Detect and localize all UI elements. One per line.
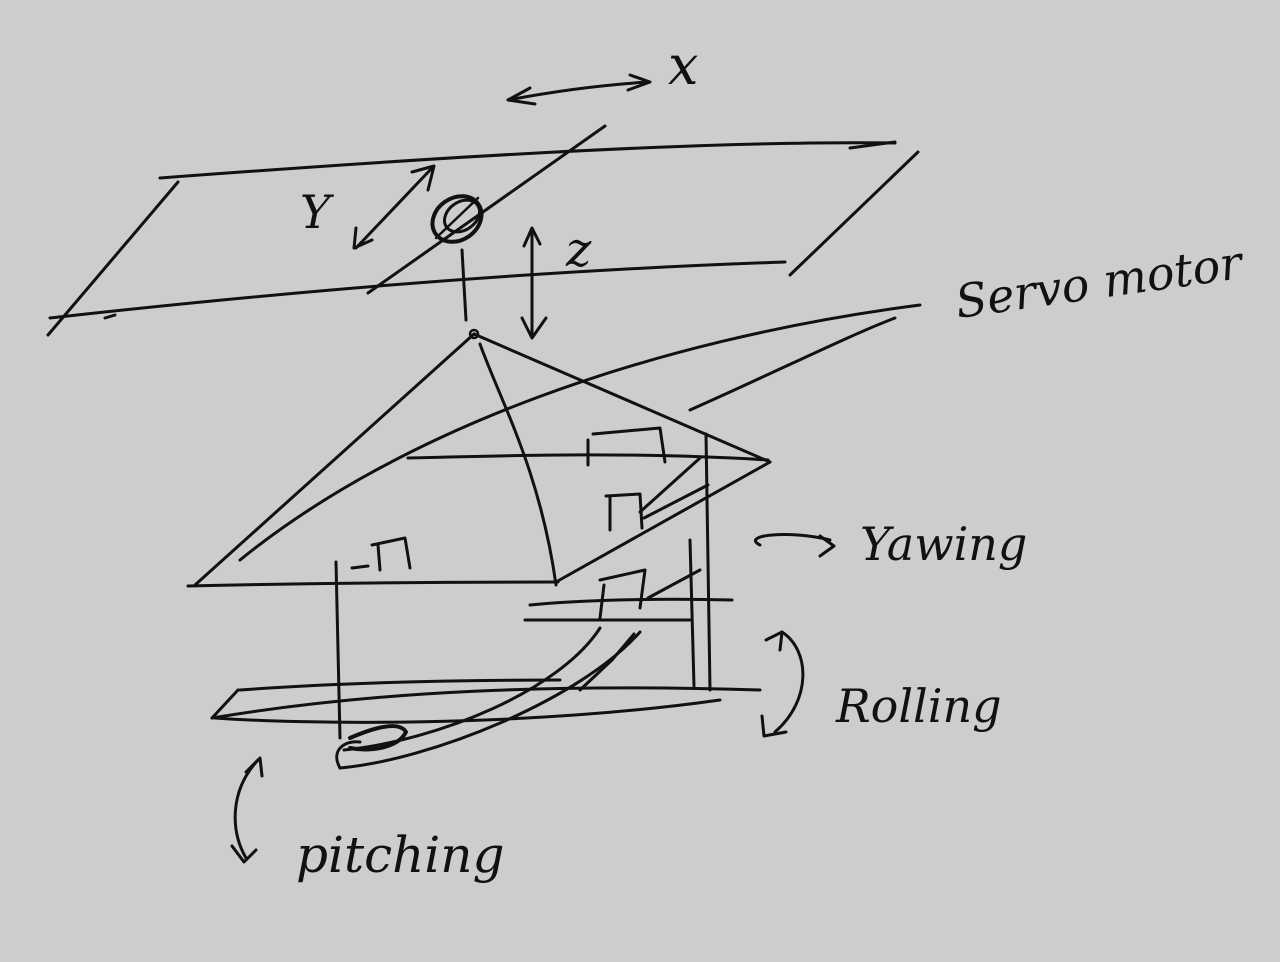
pitch-arrow	[230, 756, 264, 864]
z-label: z	[565, 222, 592, 278]
roll-assembly	[523, 568, 734, 622]
x-label: x	[668, 34, 698, 97]
suspension-plane	[186, 303, 922, 588]
yawing-label: Yawing	[860, 517, 1027, 571]
rolling-label: Rolling	[835, 679, 1002, 733]
yaw-arrow	[754, 533, 836, 558]
roll-arrow	[760, 630, 805, 738]
servo-motor	[430, 194, 484, 340]
pitching-label: pitching	[296, 826, 505, 884]
pitch-wing	[210, 626, 762, 770]
yaw-frame	[334, 426, 712, 740]
servo-motor-label: Servo motor	[952, 235, 1248, 329]
y-axis-arrow	[352, 164, 436, 250]
x-axis-arrow	[506, 73, 652, 106]
y-label: Y	[300, 185, 335, 239]
top-plane	[46, 124, 920, 337]
z-axis-arrow	[520, 226, 548, 340]
